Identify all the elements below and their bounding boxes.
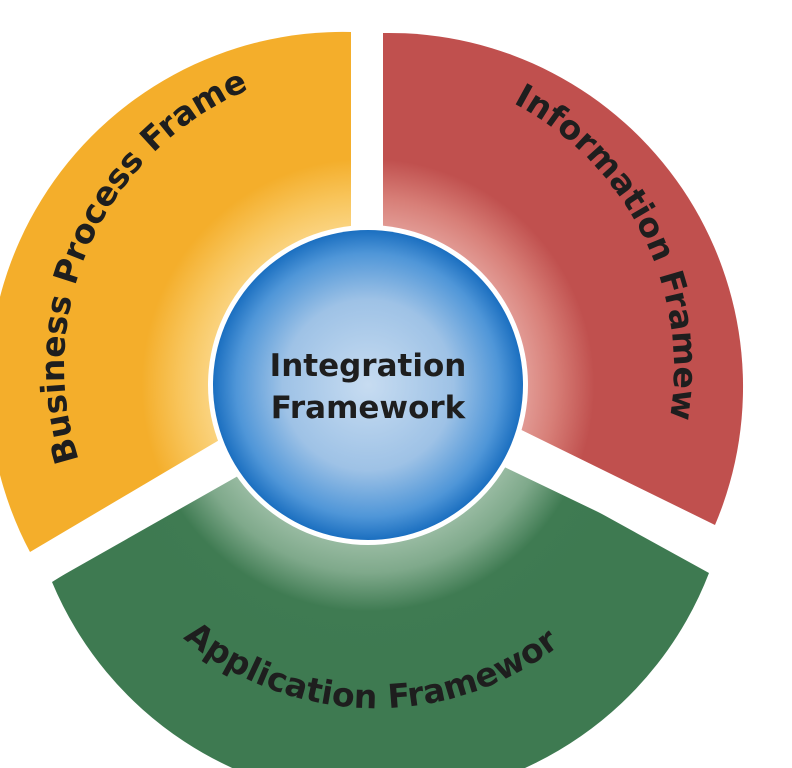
business-process-segment bbox=[0, 31, 351, 552]
center-label-line2: Framework bbox=[271, 390, 467, 426]
integration-sphere bbox=[213, 230, 523, 540]
center-label-line1: Integration bbox=[270, 348, 467, 384]
